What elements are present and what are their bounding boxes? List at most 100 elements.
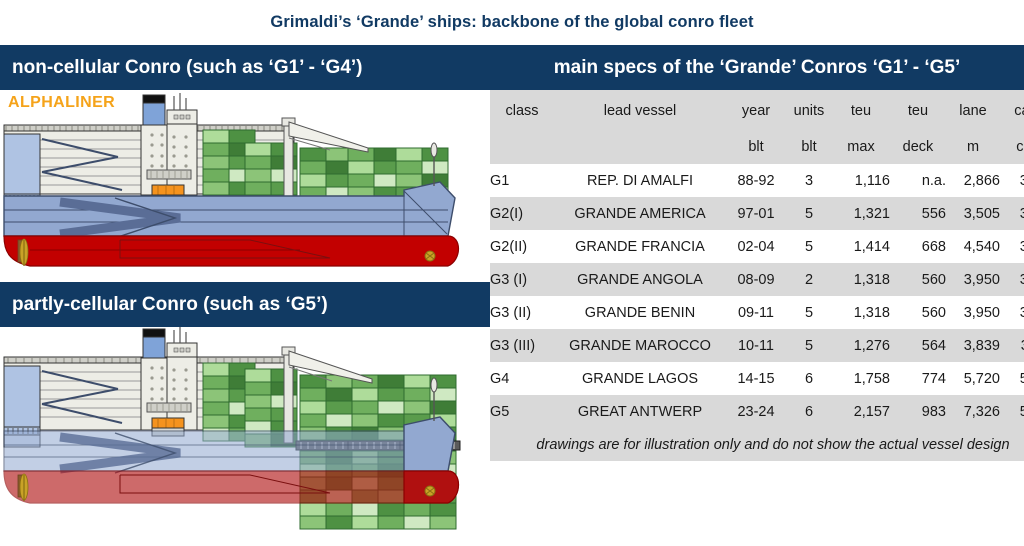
cell-units: 3 — [786, 164, 832, 197]
cell-class: G3 (II) — [490, 296, 554, 329]
cell-units: 6 — [786, 362, 832, 395]
cell-year: 14-15 — [726, 362, 786, 395]
cell-lane-m: 4,540 — [946, 230, 1000, 263]
cell-units: 6 — [786, 395, 832, 428]
th-lane: lane — [946, 90, 1000, 130]
cell-teu-deck: n.a. — [890, 164, 946, 197]
cell-teu-max: 1,318 — [832, 296, 890, 329]
non-cellular-conro-svg — [3, 93, 460, 267]
table-row: G3 (II)GRANDE BENIN09-1151,3185603,9503,… — [490, 296, 1024, 329]
page-title: Grimaldi’s ‘Grande’ ships: backbone of t… — [0, 0, 1024, 45]
cell-vessel: GRANDE LAGOS — [554, 362, 726, 395]
cell-teu-deck: 560 — [890, 296, 946, 329]
cell-vessel: GRANDE BENIN — [554, 296, 726, 329]
cell-lane-m: 2,866 — [946, 164, 1000, 197]
section-header-partly-cellular: partly-cellular Conro (such as ‘G5’) — [0, 282, 490, 327]
table-row: G3 (I)GRANDE ANGOLA08-0921,3185603,9503,… — [490, 263, 1024, 296]
bow-2 — [403, 377, 460, 504]
section-header-specs-label: main specs of the ‘Grande’ Conros ‘G1’ -… — [553, 56, 961, 78]
header-row-2: blt blt max deck m ceu — [490, 130, 1024, 164]
cell-teu-max: 1,414 — [832, 230, 890, 263]
cell-cars-ceu: 5,209 — [1000, 362, 1024, 395]
cell-vessel: GREAT ANTWERP — [554, 395, 726, 428]
cell-class: G5 — [490, 395, 554, 428]
cell-class: G2(I) — [490, 197, 554, 230]
cell-cars-ceu: 3,037 — [1000, 263, 1024, 296]
cell-teu-deck: 564 — [890, 329, 946, 362]
th-vessel: lead vessel — [554, 90, 726, 130]
cell-class: G3 (I) — [490, 263, 554, 296]
cell-units: 5 — [786, 329, 832, 362]
cell-year: 09-11 — [726, 296, 786, 329]
superstructure-2 — [140, 327, 198, 437]
cell-units: 2 — [786, 263, 832, 296]
th-cars: cars — [1000, 90, 1024, 130]
partly-cellular-conro-svg — [3, 327, 461, 530]
cell-vessel: GRANDE AMERICA — [554, 197, 726, 230]
specs-table-foot: drawings are for illustration only and d… — [490, 428, 1024, 461]
cell-vessel: GRANDE FRANCIA — [554, 230, 726, 263]
hull-2 — [3, 416, 460, 504]
cell-vessel: GRANDE MAROCCO — [554, 329, 726, 362]
th2-vessel — [554, 130, 726, 164]
cell-cars-ceu: 5,446 — [1000, 395, 1024, 428]
cell-cars-ceu: 3,666 — [1000, 164, 1024, 197]
cell-lane-m: 5,720 — [946, 362, 1000, 395]
cell-cars-ceu: 3,642 — [1000, 230, 1024, 263]
ship-drawing-partly-cellular — [0, 327, 490, 546]
cell-year: 23-24 — [726, 395, 786, 428]
section-header-specs: main specs of the ‘Grande’ Conros ‘G1’ -… — [490, 45, 1024, 90]
section-header-partly-cellular-label: partly-cellular Conro (such as ‘G5’) — [12, 293, 328, 315]
cell-lane-m: 7,326 — [946, 395, 1000, 428]
cell-class: G1 — [490, 164, 554, 197]
cell-cars-ceu: 3,711 — [1000, 329, 1024, 362]
superstructure — [140, 93, 198, 204]
header-row-1: class lead vessel year units teu teu lan… — [490, 90, 1024, 130]
th2-cars: ceu — [1000, 130, 1024, 164]
th2-units: blt — [786, 130, 832, 164]
footnote-text: drawings are for illustration only and d… — [490, 428, 1024, 461]
cell-year: 08-09 — [726, 263, 786, 296]
cell-year: 97-01 — [726, 197, 786, 230]
cell-units: 5 — [786, 197, 832, 230]
th-year: year — [726, 90, 786, 130]
th2-lane: m — [946, 130, 1000, 164]
ship-drawing-non-cellular — [0, 90, 490, 282]
cell-lane-m: 3,505 — [946, 197, 1000, 230]
section-header-non-cellular-label: non-cellular Conro (such as ‘G1’ - ‘G4’) — [12, 56, 363, 78]
cell-lane-m: 3,950 — [946, 263, 1000, 296]
cell-units: 5 — [786, 230, 832, 263]
th-units: units — [786, 90, 832, 130]
alphaliner-watermark: ALPHALINER — [8, 94, 116, 111]
th-class: class — [490, 90, 554, 130]
specs-table-wrap: class lead vessel year units teu teu lan… — [490, 90, 1024, 510]
table-row: G2(II) GRANDE FRANCIA 02-04 5 1,414 668 4,540 3… — [490, 230, 1024, 263]
cell-units: 5 — [786, 296, 832, 329]
th2-year: blt — [726, 130, 786, 164]
th2-teu-max: max — [832, 130, 890, 164]
cell-teu-deck: 556 — [890, 197, 946, 230]
cell-teu-max: 1,321 — [832, 197, 890, 230]
section-header-non-cellular: non-cellular Conro (such as ‘G1’ - ‘G4’) — [0, 45, 490, 90]
th-teu-max: teu — [832, 90, 890, 130]
cell-vessel: GRANDE ANGOLA — [554, 263, 726, 296]
th2-teu-deck: deck — [890, 130, 946, 164]
cell-lane-m: 3,839 — [946, 329, 1000, 362]
table-row: G2(I)GRANDE AMERICA97-0151,3215563,5053,… — [490, 197, 1024, 230]
footnote-row: drawings are for illustration only and d… — [490, 428, 1024, 461]
cell-class: G2(II) — [490, 230, 554, 263]
hull — [3, 181, 460, 267]
cell-cars-ceu: 3,037 — [1000, 296, 1024, 329]
th-teu-deck: teu — [890, 90, 946, 130]
cell-year: 02-04 — [726, 230, 786, 263]
cell-teu-max: 1,276 — [832, 329, 890, 362]
th2-class — [490, 130, 554, 164]
cell-vessel: REP. DI AMALFI — [554, 164, 726, 197]
specs-table: class lead vessel year units teu teu lan… — [490, 90, 1024, 461]
cell-teu-max: 1,318 — [832, 263, 890, 296]
cell-teu-deck: 774 — [890, 362, 946, 395]
specs-table-head: class lead vessel year units teu teu lan… — [490, 90, 1024, 164]
